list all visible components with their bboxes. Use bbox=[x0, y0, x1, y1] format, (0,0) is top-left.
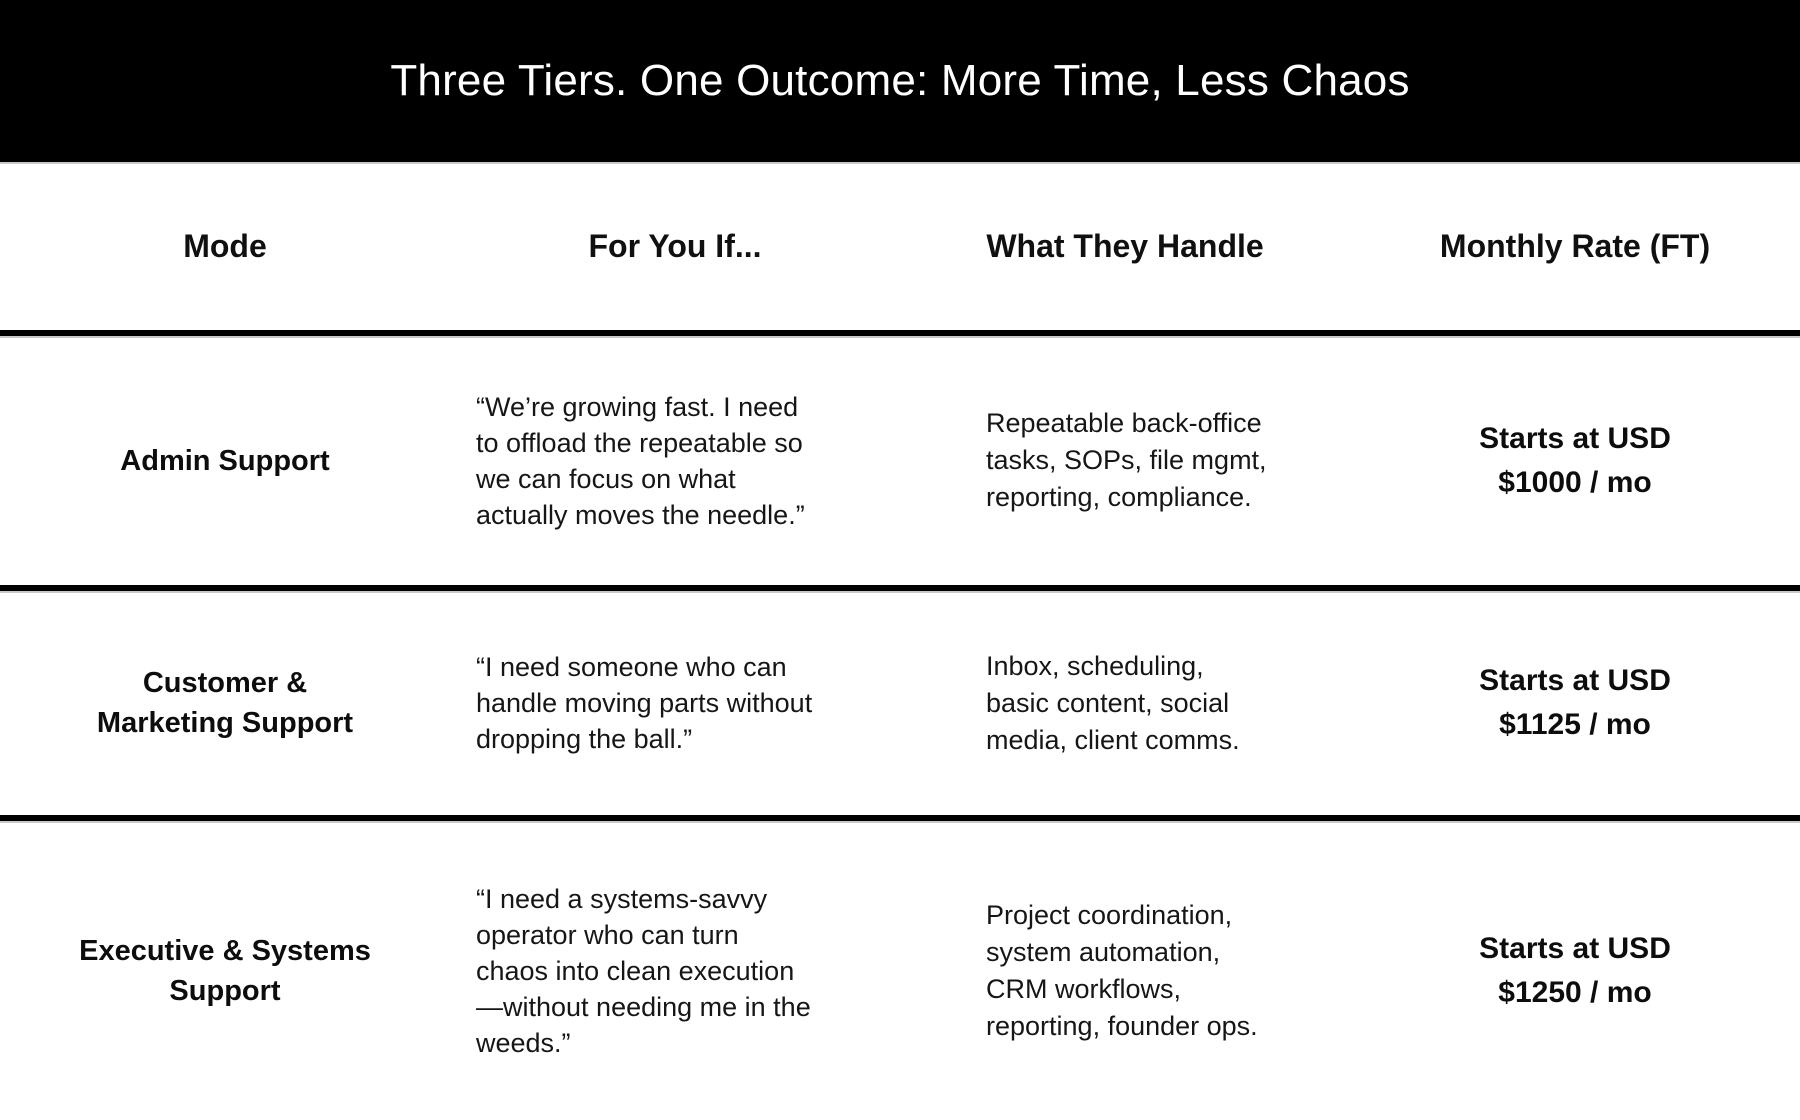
monthly-rate-text: Starts at USD $1000 / mo bbox=[1479, 421, 1671, 499]
table-header-row: Mode For You If... What They Handle Mont… bbox=[0, 162, 1800, 336]
column-header-mode: Mode bbox=[183, 227, 267, 264]
mode-label: Executive & Systems Support bbox=[79, 934, 371, 1007]
what-they-handle-text: Project coordination, system automation,… bbox=[986, 899, 1258, 1041]
table-row-customer-marketing-support: Customer & Marketing Support “I need som… bbox=[0, 591, 1800, 821]
page-title: Three Tiers. One Outcome: More Time, Les… bbox=[390, 56, 1410, 105]
what-they-handle-text: Inbox, scheduling, basic content, social… bbox=[986, 650, 1240, 755]
mode-label: Customer & Marketing Support bbox=[96, 667, 354, 739]
for-you-if-quote: “I need someone who can handle moving pa… bbox=[476, 652, 813, 754]
for-you-if-cell: “I need someone who can handle moving pa… bbox=[450, 591, 900, 815]
mode-cell: Customer & Marketing Support bbox=[0, 591, 450, 815]
table-row-admin-support: Admin Support “We’re growing fast. I nee… bbox=[0, 336, 1800, 591]
what-they-handle-cell: Inbox, scheduling, basic content, social… bbox=[900, 591, 1350, 815]
table-row-executive-systems-support: Executive & Systems Support “I need a sy… bbox=[0, 821, 1800, 1120]
monthly-rate-cell: Starts at USD $1250 / mo bbox=[1350, 821, 1800, 1120]
monthly-rate-cell: Starts at USD $1000 / mo bbox=[1350, 336, 1800, 585]
mode-cell: Executive & Systems Support bbox=[0, 821, 450, 1120]
monthly-rate-cell: Starts at USD $1125 / mo bbox=[1350, 591, 1800, 815]
what-they-handle-text: Repeatable back-office tasks, SOPs, file… bbox=[986, 408, 1267, 512]
what-they-handle-cell: Project coordination, system automation,… bbox=[900, 821, 1350, 1120]
mode-cell: Admin Support bbox=[0, 336, 450, 585]
header-cell-mode: Mode bbox=[0, 162, 450, 330]
for-you-if-quote: “I need a systems-savvy operator who can… bbox=[476, 883, 811, 1058]
header-cell-what-they-handle: What They Handle bbox=[900, 162, 1350, 330]
what-they-handle-cell: Repeatable back-office tasks, SOPs, file… bbox=[900, 336, 1350, 585]
for-you-if-cell: “I need a systems-savvy operator who can… bbox=[450, 821, 900, 1120]
for-you-if-cell: “We’re growing fast. I need to offload t… bbox=[450, 336, 900, 585]
column-header-for-you-if: For You If... bbox=[588, 227, 762, 264]
mode-label: Admin Support bbox=[120, 444, 330, 477]
monthly-rate-text: Starts at USD $1250 / mo bbox=[1479, 931, 1671, 1009]
column-header-what-they-handle: What They Handle bbox=[986, 227, 1264, 264]
header-cell-for-you-if: For You If... bbox=[450, 162, 900, 330]
monthly-rate-text: Starts at USD $1125 / mo bbox=[1479, 664, 1671, 741]
header-cell-monthly-rate: Monthly Rate (FT) bbox=[1350, 162, 1800, 330]
for-you-if-quote: “We’re growing fast. I need to offload t… bbox=[476, 391, 805, 530]
title-banner: Three Tiers. One Outcome: More Time, Les… bbox=[0, 0, 1800, 162]
column-header-monthly-rate: Monthly Rate (FT) bbox=[1439, 227, 1711, 264]
